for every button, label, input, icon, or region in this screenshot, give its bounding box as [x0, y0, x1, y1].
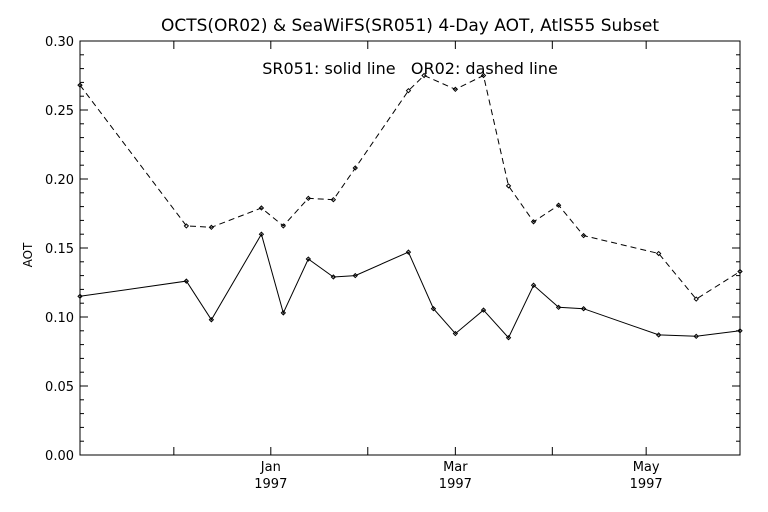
data-point-sr051: [480, 307, 487, 313]
y-axis-title: AOT: [21, 242, 35, 267]
data-point-or02: [655, 250, 662, 257]
data-point-or02: [480, 72, 487, 79]
data-point-sr051: [405, 249, 412, 255]
data-point-or02: [77, 82, 83, 88]
y-tick-label: 0.30: [45, 35, 74, 50]
y-tick-label: 0.15: [45, 242, 74, 257]
data-point-sr051: [655, 332, 662, 338]
y-tick-label: 0.05: [45, 380, 74, 395]
series-layer: [77, 72, 743, 341]
y-axis: 0.00 0.05 0.10 0.15 0.20 0.25 0.30: [45, 35, 740, 464]
data-point-sr051: [183, 278, 190, 284]
data-point-or02: [258, 205, 265, 211]
x-tick-label-month: Mar: [443, 460, 468, 475]
plot-frame: [79, 40, 741, 456]
data-point-sr051: [280, 310, 287, 316]
data-point-or02: [280, 223, 287, 229]
x-tick-label-year: 1997: [439, 477, 472, 492]
data-point-or02: [183, 223, 190, 229]
series-legend-annotation: SR051: solid line OR02: dashed line: [262, 59, 558, 78]
data-point-sr051: [330, 274, 337, 280]
data-point-or02: [737, 268, 743, 275]
series-line-sr051: [79, 232, 741, 339]
data-point-or02: [405, 87, 412, 94]
data-point-sr051: [430, 306, 437, 312]
x-tick-label-month: May: [633, 460, 660, 475]
data-point-or02: [452, 86, 459, 93]
data-point-sr051: [693, 333, 699, 340]
x-tick-label-year: 1997: [630, 477, 663, 492]
chart-title: OCTS(OR02) & SeaWiFS(SR051) 4-Day AOT, A…: [161, 16, 659, 36]
y-tick-label: 0.10: [45, 311, 74, 326]
data-point-sr051: [505, 334, 512, 341]
data-point-sr051: [530, 282, 537, 288]
data-point-sr051: [452, 330, 459, 337]
x-axis: Jan 1997 Mar 1997 May 1997: [173, 41, 663, 492]
data-point-or02: [208, 224, 215, 231]
series-line-or02: [79, 74, 741, 300]
data-point-or02: [530, 219, 537, 225]
data-point-sr051: [737, 328, 743, 334]
data-point-or02: [693, 296, 699, 302]
y-tick-label: 0.20: [45, 173, 74, 188]
data-point-sr051: [352, 272, 358, 279]
data-point-or02: [352, 165, 358, 171]
data-point-sr051: [305, 256, 312, 262]
x-tick-label-year: 1997: [254, 477, 287, 492]
y-tick-label: 0.00: [45, 449, 74, 464]
data-point-sr051: [208, 317, 215, 323]
data-point-or02: [555, 202, 562, 208]
data-point-sr051: [580, 306, 587, 312]
data-point-or02: [505, 183, 512, 189]
x-tick-label-month: Jan: [260, 460, 281, 475]
data-point-or02: [421, 72, 427, 79]
data-point-sr051: [555, 304, 562, 311]
data-point-or02: [330, 196, 337, 203]
data-point-sr051: [77, 293, 83, 300]
data-point-sr051: [258, 231, 265, 237]
y-tick-label: 0.25: [45, 104, 74, 119]
data-point-or02: [580, 232, 587, 239]
data-point-or02: [305, 195, 312, 202]
